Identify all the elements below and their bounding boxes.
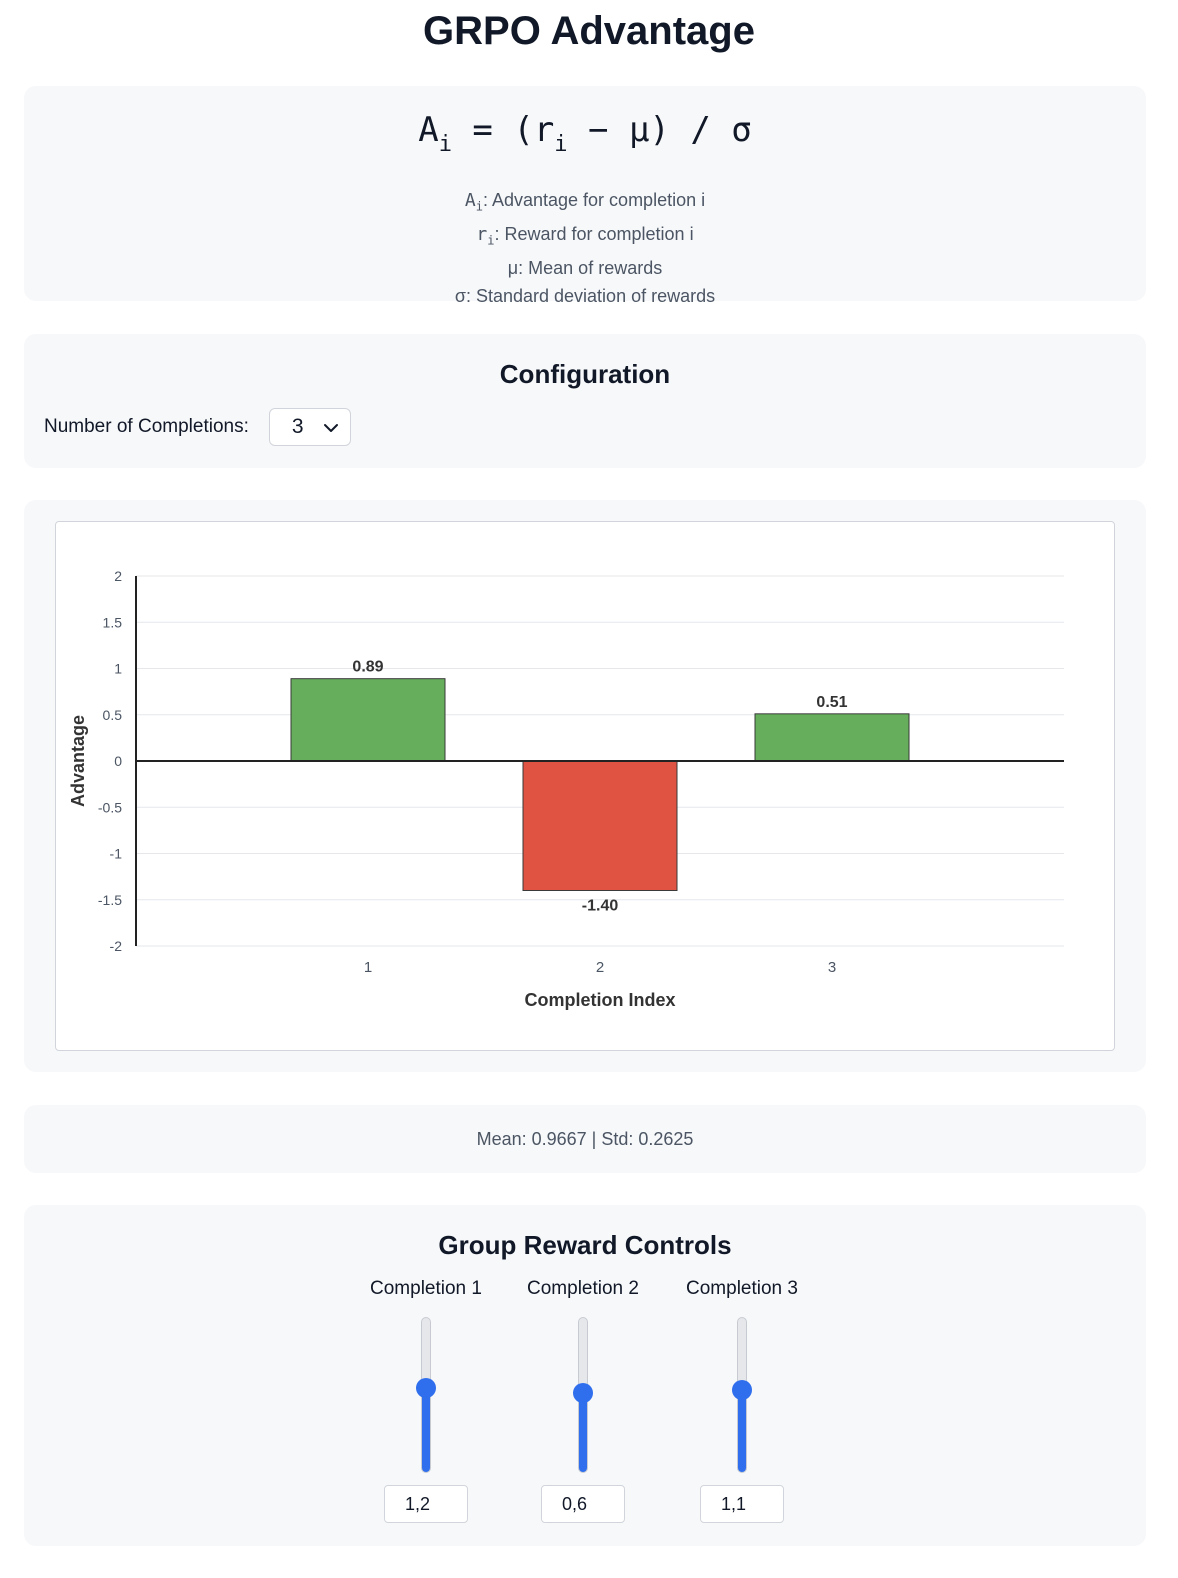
legend-symbol: r xyxy=(476,224,488,246)
completion-3-control: Completion 3 1,1 xyxy=(662,1277,822,1523)
x-axis-label: Completion Index xyxy=(524,990,675,1010)
legend-subscript: i xyxy=(475,199,483,214)
completion-2-label: Completion 2 xyxy=(527,1278,639,1299)
completion-1-reward-input[interactable]: 1,2 xyxy=(384,1485,468,1523)
completions-select-value: 3 xyxy=(291,415,304,438)
legend-text: : Advantage for completion i xyxy=(482,190,706,210)
group-reward-controls: Group Reward Controls Completion 1 1,2 C… xyxy=(24,1205,1146,1546)
x-tick-label: 3 xyxy=(828,959,836,976)
completion-3-slider[interactable] xyxy=(732,1317,752,1473)
y-tick-label: 1 xyxy=(114,661,122,677)
bar-value-label: -1.40 xyxy=(582,898,619,915)
legend-line: Ai: Advantage for completion i xyxy=(24,187,1146,221)
bar-completion-2 xyxy=(522,760,678,891)
configuration-panel: Configuration Number of Completions: 3 xyxy=(24,334,1146,468)
x-tick-label: 1 xyxy=(364,959,372,976)
completion-3-reward-input[interactable]: 1,1 xyxy=(700,1485,784,1523)
controls-title: Group Reward Controls xyxy=(438,1230,732,1260)
slider-fill xyxy=(579,1390,587,1472)
slider-group: Completion 1 1,2 Completion 2 0,6 Comple… xyxy=(24,1277,1146,1537)
legend-line: ri: Reward for completion i xyxy=(24,221,1146,255)
mean-std-readout: Mean: 0.9667 | Std: 0.2625 xyxy=(476,1129,694,1149)
legend-subscript: i xyxy=(487,233,495,248)
x-tick-label: 2 xyxy=(596,959,604,976)
completions-label: Number of Completions: xyxy=(44,416,249,437)
formula-subscript: i xyxy=(554,132,568,157)
y-tick-label: 0.5 xyxy=(103,707,123,723)
completion-2-reward-input[interactable]: 0,6 xyxy=(541,1485,625,1523)
legend-line: μ: Mean of rewards xyxy=(24,255,1146,283)
stats-panel: Mean: 0.9667 | Std: 0.2625 xyxy=(24,1105,1146,1173)
formula-rest: − μ) / σ xyxy=(567,110,752,150)
formula-legend: Ai: Advantage for completion i ri: Rewar… xyxy=(24,187,1146,310)
y-tick-label: -0.5 xyxy=(98,799,122,815)
legend-text: : Standard deviation of rewards xyxy=(465,285,716,306)
slider-fill xyxy=(422,1386,430,1472)
chart-panel: 2 1.5 1 0.5 0 -0.5 -1 -1.5 -2 0.89 1 -1.40 2 0.51 3 Com… xyxy=(24,500,1146,1072)
y-tick-label: 1.5 xyxy=(103,614,123,630)
completion-2-control: Completion 2 0,6 xyxy=(503,1277,663,1523)
advantage-bar-chart: 2 1.5 1 0.5 0 -0.5 -1 -1.5 -2 0.89 1 -1.40 2 0.51 3 Com… xyxy=(68,568,1064,1010)
legend-text: : Mean of rewards xyxy=(518,258,663,279)
completion-1-slider[interactable] xyxy=(416,1317,436,1473)
legend-symbol: A xyxy=(464,190,476,211)
completion-2-slider[interactable] xyxy=(573,1317,593,1473)
advantage-chart: 2 1.5 1 0.5 0 -0.5 -1 -1.5 -2 0.89 1 -1.40 2 0.51 3 Com… xyxy=(55,521,1115,1051)
bar-value-label: 0.89 xyxy=(352,659,383,676)
slider-fill xyxy=(738,1387,746,1472)
bar-value-label: 0.51 xyxy=(816,694,847,711)
completion-1-label: Completion 1 xyxy=(370,1278,482,1299)
formula-panel: Ai = (ri − μ) / σ Ai: Advantage for comp… xyxy=(24,86,1146,306)
bar-completion-1 xyxy=(290,678,446,762)
y-axis-label: Advantage xyxy=(68,715,88,807)
y-tick-label: -1 xyxy=(110,846,123,862)
completions-row: Number of Completions: 3 xyxy=(44,408,351,446)
slider-thumb[interactable] xyxy=(573,1382,593,1403)
legend-line: σ: Standard deviation of rewards xyxy=(24,283,1146,311)
configuration-title: Configuration xyxy=(499,359,671,389)
slider-thumb[interactable] xyxy=(732,1379,752,1400)
page-title: GRPO Advantage xyxy=(423,9,755,53)
chevron-down-icon xyxy=(323,424,338,432)
formula-advantage-symbol: A xyxy=(418,110,439,150)
y-tick-label: 0 xyxy=(114,753,122,769)
bar-completion-3 xyxy=(754,713,910,762)
legend-symbol: μ xyxy=(507,258,519,279)
legend-text: : Reward for completion i xyxy=(494,224,694,245)
slider-thumb[interactable] xyxy=(416,1378,436,1399)
completion-1-control: Completion 1 1,2 xyxy=(346,1277,506,1523)
formula-subscript: i xyxy=(438,132,452,157)
legend-symbol: σ xyxy=(454,285,466,306)
y-tick-label: 2 xyxy=(114,568,122,584)
y-tick-label: -1.5 xyxy=(98,892,122,908)
completion-3-label: Completion 3 xyxy=(686,1278,798,1299)
completions-select[interactable]: 3 xyxy=(268,408,351,446)
formula-reward-part: = (r xyxy=(451,110,555,150)
y-tick-label: -2 xyxy=(110,938,123,954)
advantage-formula: Ai = (ri − μ) / σ xyxy=(24,108,1146,167)
